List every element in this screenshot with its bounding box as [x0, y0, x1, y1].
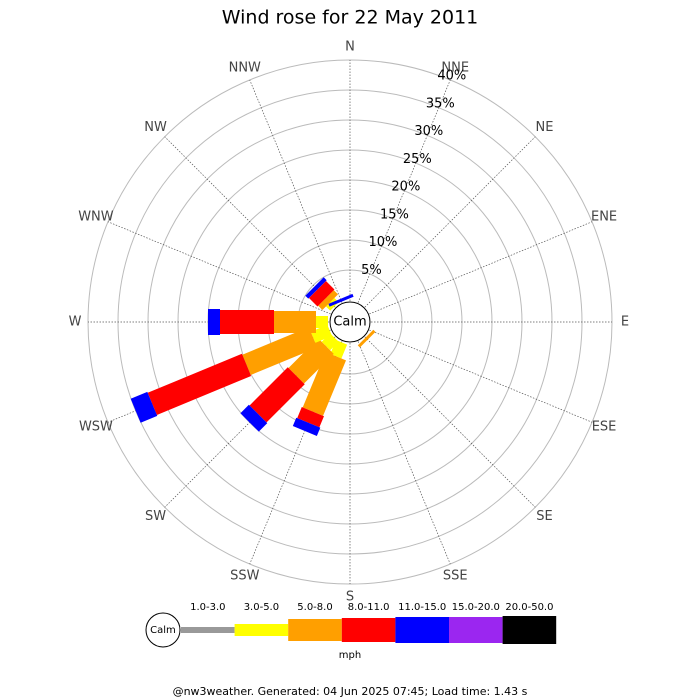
wind-bar	[208, 309, 220, 335]
wind-bar	[288, 338, 334, 384]
legend-swatch	[234, 624, 289, 636]
legend-swatch	[449, 617, 503, 643]
direction-group	[130, 324, 332, 423]
legend-swatch	[395, 617, 449, 643]
spoke	[349, 79, 451, 323]
spoke	[349, 321, 593, 423]
wind-bar	[318, 290, 338, 310]
direction-label: NE	[535, 120, 553, 135]
legend-label: 8.0-11.0	[348, 602, 390, 613]
wind-bar	[292, 417, 321, 436]
legend-label: 20.0-50.0	[505, 602, 553, 613]
direction-group	[305, 277, 339, 311]
direction-label: W	[69, 315, 82, 330]
r-tick-label: 30%	[414, 124, 443, 139]
direction-label: E	[621, 315, 629, 330]
direction-label: WSW	[79, 420, 113, 435]
direction-group	[328, 293, 354, 307]
direction-label: ENE	[591, 209, 617, 224]
direction-label: SSE	[443, 569, 468, 584]
unit-label: mph	[339, 650, 361, 661]
legend-label: 15.0-20.0	[452, 602, 500, 613]
legend-label: 11.0-15.0	[398, 602, 446, 613]
legend-label: 1.0-3.0	[190, 602, 225, 613]
wind-bar	[357, 329, 376, 348]
r-tick-label: 20%	[391, 180, 420, 195]
legend-swatch	[181, 627, 235, 633]
direction-group	[208, 309, 328, 335]
calm-circle	[329, 301, 371, 343]
legend-swatch	[288, 619, 342, 641]
direction-label: WNW	[78, 209, 114, 224]
r-tick-label: 40%	[437, 69, 466, 84]
chart-title: Wind rose for 22 May 2011	[222, 7, 479, 29]
r-tick-label: 15%	[380, 207, 409, 222]
r-tick-label: 5%	[361, 263, 382, 278]
direction-label: ESE	[592, 420, 617, 435]
wind-bar	[220, 310, 274, 334]
legend-label: 5.0-8.0	[297, 602, 332, 613]
direction-label: SE	[536, 509, 552, 524]
direction-label: SSW	[230, 569, 260, 584]
wind-bar	[310, 324, 332, 343]
direction-label: NW	[144, 120, 167, 135]
spoke	[349, 136, 536, 323]
legend-label: 3.0-5.0	[244, 602, 279, 613]
legend-swatch	[341, 618, 396, 642]
wind-bar	[249, 367, 305, 423]
wind-bar	[147, 353, 252, 415]
spoke	[349, 321, 536, 508]
direction-label: N	[345, 40, 355, 55]
direction-group	[357, 329, 376, 348]
legend-calm-label: Calm	[150, 625, 176, 636]
wind-bar	[305, 277, 327, 299]
r-tick-label: 25%	[403, 152, 432, 167]
wind-bar	[274, 311, 316, 333]
footer: @nw3weather. Generated: 04 Jun 2025 07:4…	[173, 685, 528, 698]
direction-label: S	[346, 590, 354, 605]
wind-bar	[316, 316, 328, 328]
direction-group	[292, 340, 348, 436]
wind-bar	[308, 280, 335, 307]
spoke	[249, 79, 351, 323]
wind-bar	[297, 407, 324, 428]
spoke	[349, 321, 451, 565]
r-tick-label: 10%	[368, 235, 397, 250]
direction-label: NNE	[441, 60, 469, 75]
calm-label: Calm	[333, 315, 366, 330]
wind-bar	[328, 293, 354, 307]
wind-bar	[130, 391, 158, 423]
legend-swatch	[502, 616, 557, 644]
legend-calm-circle	[145, 612, 181, 648]
r-tick-label: 35%	[426, 96, 455, 111]
wind-bar	[242, 327, 318, 376]
wind-bar	[302, 351, 347, 416]
direction-label: SW	[145, 509, 166, 524]
wind-bar	[240, 404, 268, 432]
spoke	[107, 221, 351, 323]
direction-label: NNW	[229, 60, 261, 75]
